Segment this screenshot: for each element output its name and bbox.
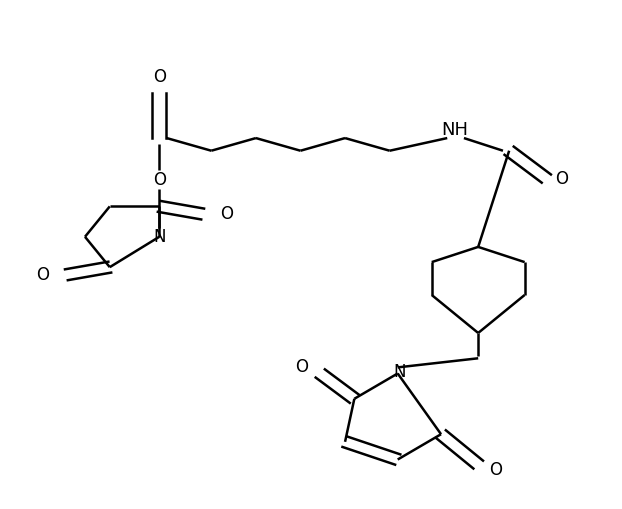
Text: O: O [36, 266, 49, 284]
Text: NH: NH [441, 122, 468, 139]
Text: O: O [489, 461, 502, 478]
Text: O: O [153, 68, 166, 87]
Text: O: O [153, 171, 166, 188]
Text: N: N [153, 228, 165, 246]
Text: O: O [295, 358, 309, 376]
Text: O: O [555, 169, 569, 188]
Text: N: N [393, 363, 406, 381]
Text: O: O [220, 205, 233, 223]
